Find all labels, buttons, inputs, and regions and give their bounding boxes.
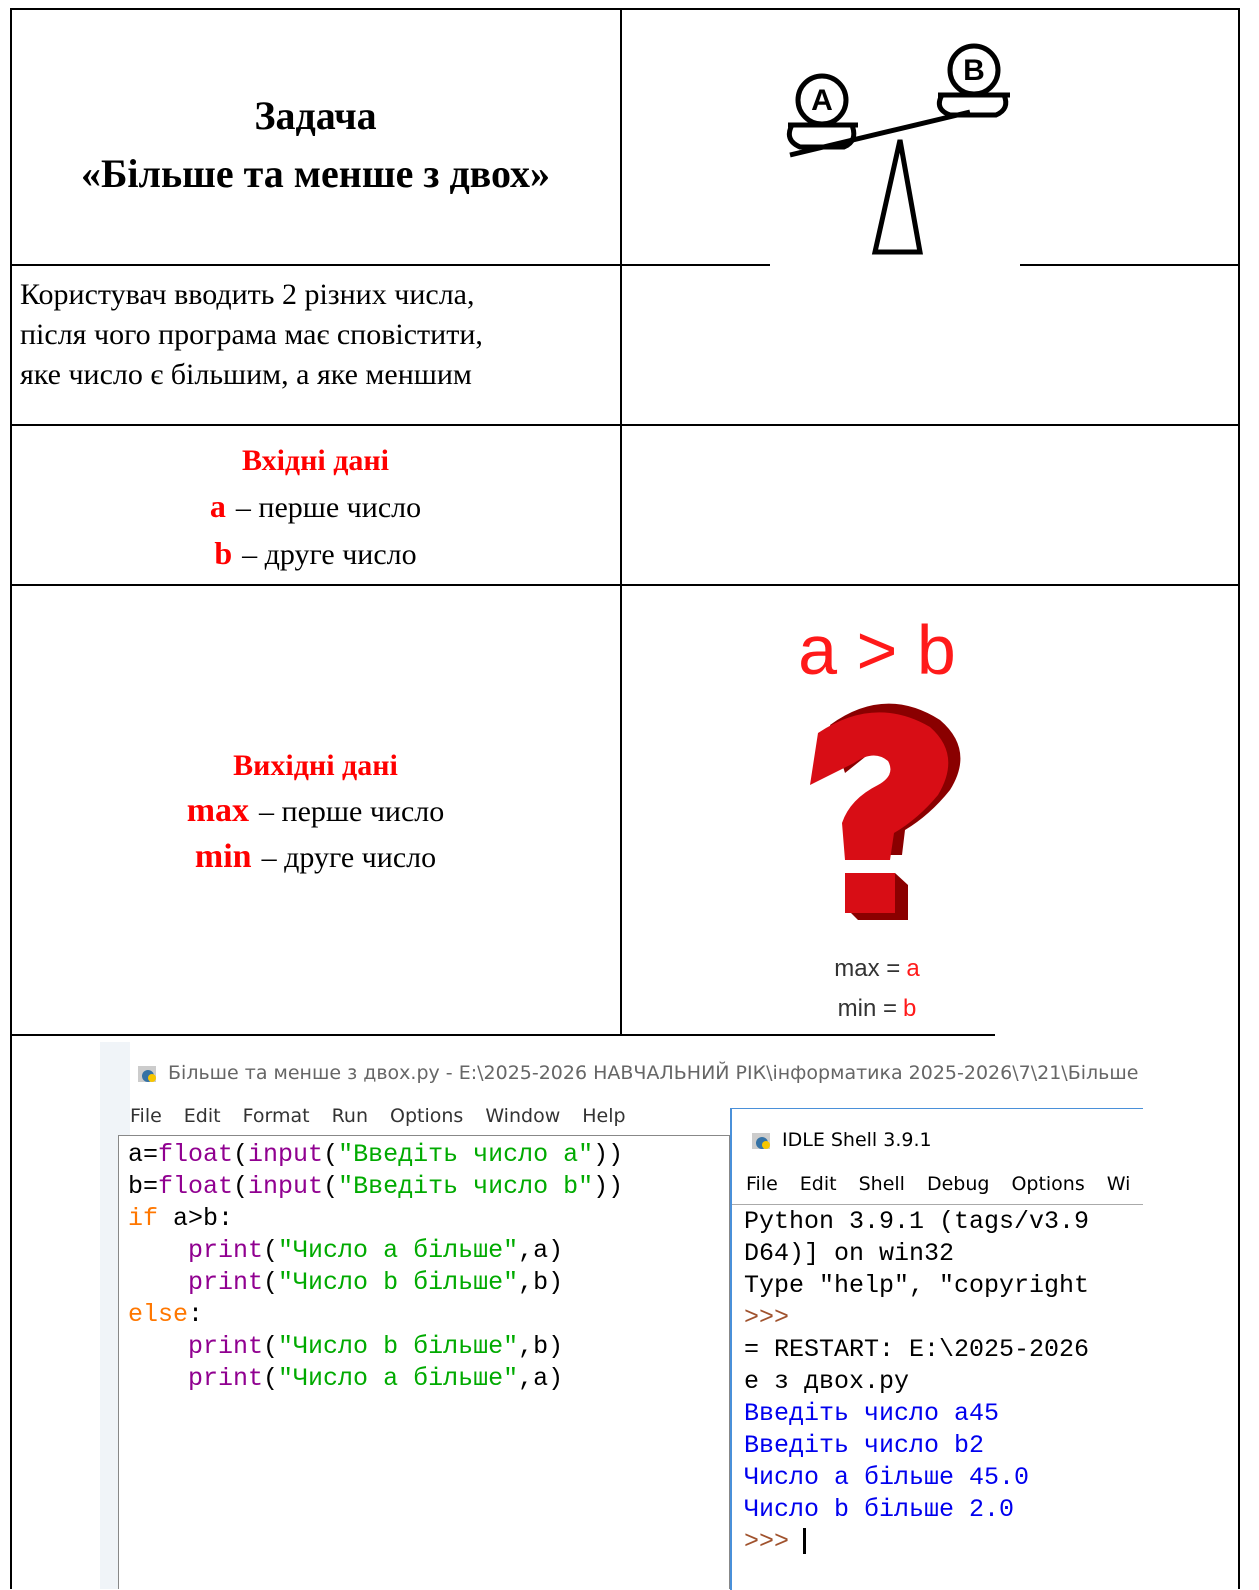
code-line: a=float(input("Введіть число a")) — [128, 1140, 624, 1169]
shell-line: D64)] on win32 — [744, 1239, 955, 1268]
item-text: – друге число — [261, 841, 437, 874]
scale-icon: A B — [786, 43, 1010, 255]
result: max = a — [622, 955, 1132, 983]
item: min – друге число — [10, 838, 621, 876]
shell-line: Type "help", "copyright — [744, 1271, 1090, 1300]
border — [1020, 264, 1240, 266]
item-text: – друге число — [242, 538, 417, 571]
result: min = b — [622, 995, 1132, 1023]
output-heading: Вихідні дані — [233, 749, 398, 782]
item-text: – перше число — [259, 795, 445, 828]
result-label: min = — [837, 995, 897, 1022]
code-line: print("Число a більше",a) — [188, 1236, 564, 1265]
code-line: print("Число a більше",a) — [188, 1364, 564, 1393]
item-name: a — [209, 488, 226, 524]
item-name: max — [186, 792, 250, 829]
item-name: b — [214, 535, 233, 571]
border — [1238, 8, 1240, 1589]
input-heading: Вхідні дані — [241, 444, 390, 477]
menu-item: File — [746, 1173, 778, 1195]
shell-output: Число a більше 45.0 — [744, 1463, 1030, 1492]
title: Задача — [254, 93, 377, 138]
menu-item: Edit — [799, 1173, 837, 1195]
border — [10, 8, 12, 1589]
item: a – перше число — [10, 488, 621, 525]
shell-output: Число b більше 2.0 — [744, 1495, 1015, 1524]
shell-window: IDLE Shell 3.9.1 File Edit Shell Debug Optio… — [730, 1108, 1143, 1590]
menu-item: Options — [390, 1105, 464, 1127]
cursor — [803, 1528, 807, 1555]
code-line: if a>b: — [128, 1204, 234, 1233]
menu-item: Edit — [183, 1105, 221, 1127]
menu-item: Debug — [926, 1173, 990, 1195]
menu-item: File — [130, 1105, 162, 1127]
editor-text — [118, 1135, 730, 1589]
code-line: print("Число b більше",b) — [188, 1332, 564, 1361]
border — [10, 264, 770, 266]
menu-item: Window — [485, 1105, 561, 1127]
result-var: a — [906, 955, 920, 982]
shell-prompt: >>> — [744, 1527, 807, 1556]
description-line: після чого програма має сповістити, — [20, 318, 483, 351]
python-icon — [138, 1066, 156, 1082]
menu-item: Options — [1011, 1173, 1085, 1195]
shell-output: Введіть число a45 — [744, 1399, 1000, 1428]
shell-title: IDLE Shell 3.9.1 — [782, 1129, 932, 1151]
result-label: max = — [834, 955, 901, 982]
editor-title: Більше та менше з двох.py - E:\2025-2026… — [168, 1062, 1141, 1084]
item-text: – перше число — [235, 491, 422, 524]
border — [10, 1034, 995, 1036]
shell-text — [732, 1204, 1143, 1590]
code-line: b=float(input("Введіть число b")) — [128, 1172, 624, 1201]
border — [10, 424, 1240, 426]
border — [10, 584, 1240, 586]
result-var: b — [903, 995, 917, 1022]
menu-item: Shell — [858, 1173, 905, 1195]
menu-item: Wi — [1106, 1173, 1131, 1195]
menu-item: Run — [331, 1105, 368, 1127]
item-name: min — [194, 838, 252, 875]
title: «Більше та менше з двох» — [80, 151, 551, 196]
description-line: яке число є більшим, а яке меншим — [20, 358, 472, 391]
icon-label: B — [963, 54, 985, 87]
python-icon — [752, 1133, 770, 1149]
shell-line: >>> — [744, 1303, 790, 1332]
editor-window: Більше та менше з двох.py - E:\2025-2026… — [100, 1042, 1141, 1589]
editor-menu: File Edit Format Run Options Window Help — [130, 1105, 648, 1127]
shell-output: Введіть число b2 — [744, 1431, 985, 1460]
code-line: print("Число b більше",b) — [188, 1268, 564, 1297]
item: max – перше число — [10, 792, 621, 830]
menu-item: Format — [242, 1105, 310, 1127]
icon-label: A — [811, 84, 833, 117]
description-line: Користувач вводить 2 різних числа, — [20, 278, 475, 311]
condition: a > b — [798, 611, 956, 689]
border — [620, 8, 622, 1035]
border — [10, 8, 1240, 10]
item: b – друге число — [10, 535, 621, 572]
shell-line: е з двох.py — [744, 1367, 910, 1396]
menu-item: Help — [582, 1105, 626, 1127]
shell-menu: File Edit Shell Debug Options Wi — [746, 1173, 1143, 1195]
shell-line: = RESTART: E:\2025-2026 — [744, 1335, 1090, 1364]
shell-line: Python 3.9.1 (tags/v3.9 — [744, 1207, 1090, 1236]
code-line: else: — [128, 1300, 204, 1329]
question-mark — [810, 703, 961, 920]
